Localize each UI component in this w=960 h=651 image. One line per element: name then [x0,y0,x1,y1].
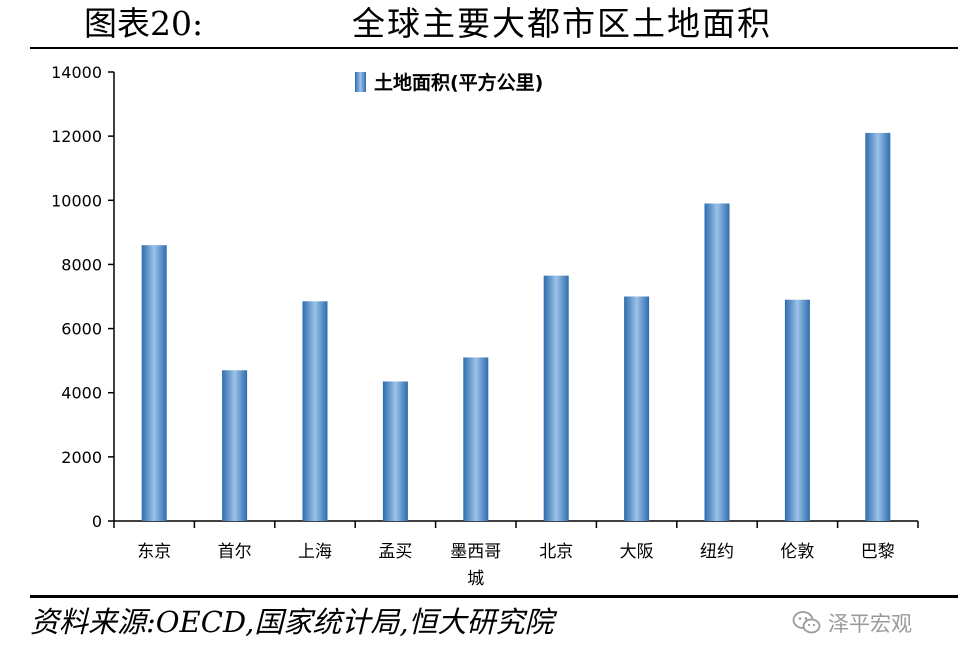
bar [865,132,891,521]
bar-chart: 0 2000 4000 6000 8000 10000 12000 14000 东京 首尔 上海 孟… [51,63,919,589]
x-tick-label: 城 [467,569,484,589]
x-tick-label: 首尔 [218,542,252,562]
x-tick-label: 上海 [298,542,332,562]
x-tick-label: 纽约 [700,542,734,562]
figure-label: 图表20: [84,4,204,43]
bar [463,357,489,521]
bar [543,275,569,521]
bar [141,245,167,521]
y-tick-label: 12000 [51,127,102,146]
legend-label: 土地面积(平方公里) [374,71,543,94]
legend-swatch [355,72,366,92]
y-axis: 0 2000 4000 6000 8000 10000 12000 14000 [51,63,115,531]
watermark-text: 泽平宏观 [828,612,912,636]
watermark: 泽平宏观 [792,608,912,638]
x-tick-label: 巴黎 [861,542,895,562]
bar [784,299,810,521]
y-tick-label: 0 [92,512,102,531]
bars [141,132,891,521]
top-rule [30,47,958,49]
bar [382,381,408,521]
bar [222,370,248,521]
bar [624,296,650,521]
x-tick-label: 伦敦 [780,542,814,562]
y-tick-label: 6000 [61,320,102,339]
x-tick-label: 北京 [539,542,573,562]
x-tick-label: 东京 [137,542,171,562]
x-tick-label: 孟买 [378,542,412,562]
y-tick-label: 8000 [61,255,102,274]
legend: 土地面积(平方公里) [355,71,543,94]
bottom-rule [30,595,958,598]
wechat-icon [792,611,821,634]
figure-header: 图表20: 全球主要大都市区土地面积 [0,0,960,48]
bar [302,301,328,521]
bar [704,203,730,521]
x-tick-label: 大阪 [620,542,654,562]
figure-title: 全球主要大都市区土地面积 [352,4,772,43]
y-tick-label: 2000 [61,448,102,467]
x-tick-label: 墨西哥 [450,542,501,562]
source-note: 资料来源:OECD,国家统计局,恒大研究院 [30,605,554,639]
y-tick-label: 14000 [51,63,102,82]
y-tick-label: 4000 [61,384,102,403]
chart-area: 0 2000 4000 6000 8000 10000 12000 14000 东京 首尔 上海 孟… [0,50,960,595]
y-tick-label: 10000 [51,191,102,210]
